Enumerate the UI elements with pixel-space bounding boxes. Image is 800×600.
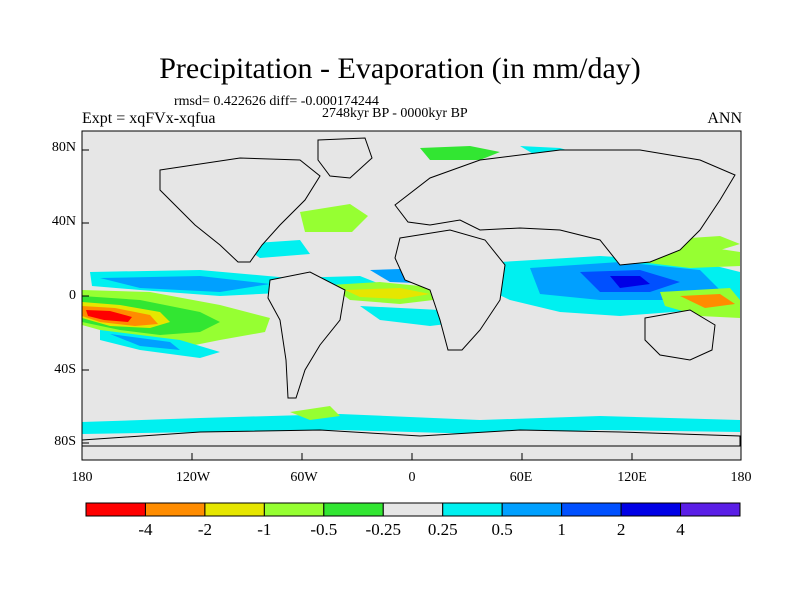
lon-label-60w: 60W	[290, 470, 318, 485]
map-title: Precipitation - Evaporation (in mm/day)	[159, 52, 641, 85]
lat-label-40n: 40N	[51, 214, 76, 229]
stats-text: rmsd= 0.422626 diff= -0.000174244	[174, 94, 379, 109]
continent-australia	[644, 309, 716, 361]
lat-label-80n: 80N	[51, 140, 76, 155]
contour-wpac-orange	[680, 294, 735, 308]
colorbar-label: 0.5	[491, 520, 513, 539]
continent-north-america	[159, 157, 321, 263]
colorbar-swatch	[85, 502, 146, 517]
colorbar-swatch	[620, 502, 682, 517]
contour-south-green	[290, 406, 340, 420]
colorbar-label: -0.5	[310, 520, 338, 539]
continent-antarctica	[81, 429, 741, 447]
contour-pos-blue	[100, 276, 270, 292]
lon-label-120w: 120W	[175, 470, 211, 485]
lon-label-180w: 180	[71, 470, 93, 485]
contour-atl-yellow	[345, 288, 430, 299]
colorbar-label: -0.25	[365, 520, 401, 539]
lon-label-180e: 180	[730, 470, 752, 485]
colorbar-swatch	[323, 502, 384, 517]
colorbar-label: 0.25	[427, 520, 458, 539]
lon-label-0: 0	[408, 470, 416, 485]
continent-greenland	[317, 137, 373, 179]
colorbar-label: -1	[257, 520, 272, 539]
colorbar-label: 2	[616, 520, 626, 539]
colorbar-swatch	[561, 502, 622, 517]
contour-pos-blue-south	[110, 334, 180, 350]
lat-label-eq: 0	[69, 288, 76, 303]
colorbar-swatch	[501, 502, 563, 517]
colorbar-label: 1	[557, 520, 566, 539]
colorbar-label: -2	[197, 520, 212, 539]
contour-natl-green2	[300, 204, 368, 232]
colorbar-swatch	[442, 502, 503, 517]
contour-neg-red	[86, 310, 132, 322]
continent-africa	[394, 229, 506, 351]
lat-label-40s: 40S	[54, 362, 76, 377]
colorbar	[85, 502, 741, 517]
lat-label-80s: 80S	[54, 434, 76, 449]
colorbar-swatch	[144, 502, 206, 517]
period-text: 2748kyr BP - 0000kyr BP	[322, 106, 468, 121]
colorbar-swatch	[204, 502, 265, 517]
colorbar-swatch	[263, 502, 325, 517]
contour-ind-navy	[610, 276, 650, 288]
lon-label-120e: 120E	[617, 470, 647, 485]
lon-label-60e: 60E	[509, 470, 533, 485]
continent-south-america	[267, 271, 346, 399]
contour-arctic-green	[420, 146, 500, 160]
experiment-label: Expt = xqFVx-xqfua	[82, 110, 216, 127]
season-label: ANN	[707, 110, 742, 127]
colorbar-swatch	[382, 502, 444, 517]
contour-south-cyan	[82, 414, 740, 434]
colorbar-swatch	[680, 502, 741, 517]
colorbar-label: 4	[676, 520, 685, 539]
continent-europe-asia	[394, 149, 736, 266]
colorbar-label: -4	[138, 520, 153, 539]
